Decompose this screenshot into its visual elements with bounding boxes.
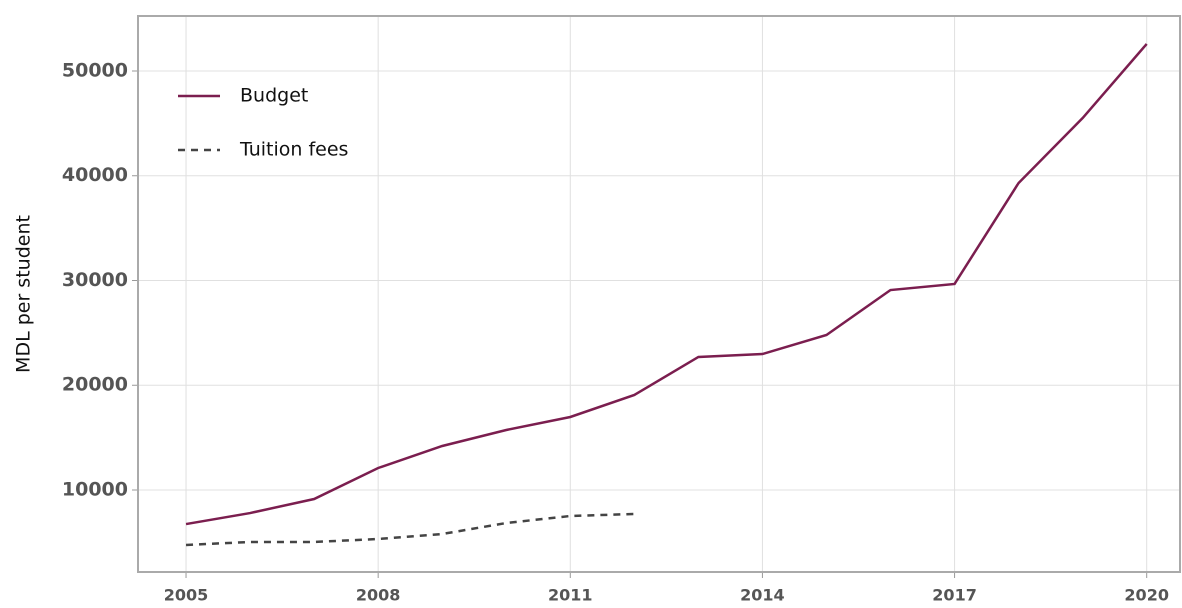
- y-axis-label: MDL per student: [13, 215, 35, 373]
- legend-label: Tuition fees: [239, 139, 348, 161]
- x-tick-label: 2017: [932, 586, 977, 605]
- y-tick-label: 20000: [62, 374, 128, 396]
- y-tick-label: 10000: [62, 479, 128, 501]
- x-tick-label: 2014: [740, 586, 785, 605]
- x-tick-label: 2011: [548, 586, 593, 605]
- legend-label: Budget: [240, 85, 308, 107]
- x-tick-label: 2008: [356, 586, 401, 605]
- plot-frame: [137, 15, 1181, 573]
- x-tick-label: 2020: [1124, 586, 1169, 605]
- line-series: [185, 43, 1148, 526]
- x-tick-label: 2005: [164, 586, 209, 605]
- y-tick-label: 50000: [62, 59, 128, 81]
- y-tick-label: 40000: [62, 164, 128, 186]
- line-series: [185, 512, 635, 547]
- y-tick-label: 30000: [62, 269, 128, 291]
